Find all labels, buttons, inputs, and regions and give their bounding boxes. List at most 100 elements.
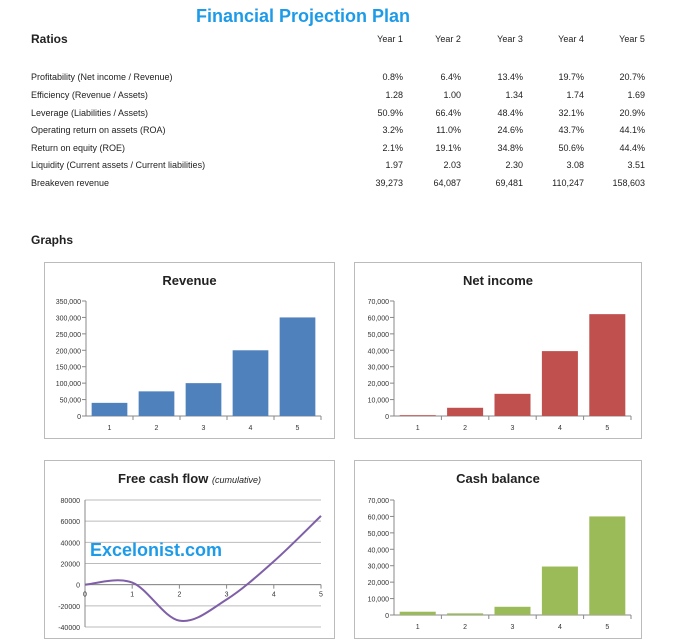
ratio-value: 1.97	[385, 160, 403, 170]
bar	[399, 611, 436, 615]
revenue-chart-plot: 0 50,000 100,000 150,000 200,000 250,000 300,0…	[56, 299, 322, 432]
ratio-value: 1.74	[566, 90, 584, 100]
ratio-label: Return on equity (ROE)	[31, 143, 126, 153]
year-header: Year 2	[435, 34, 461, 44]
y-tick-label: 30,000	[368, 564, 390, 571]
y-tick-label: 0	[385, 613, 389, 620]
ratio-value: 39,273	[375, 178, 403, 188]
chart-title-text: Free cash flow	[118, 471, 209, 486]
x-tick-label: 2	[463, 624, 467, 631]
x-tick-label: 5	[605, 624, 609, 631]
y-tick-label: 10,000	[368, 398, 390, 405]
bar	[541, 351, 578, 416]
ratio-label: Breakeven revenue	[31, 178, 110, 188]
x-tick-label: 1	[130, 592, 134, 599]
x-tick-label: 4	[558, 624, 562, 631]
y-tick-label: -20000	[58, 604, 80, 611]
cash-balance-chart-plot: 0 10,000 20,000 30,000 40,000 50,000 60,000 70,…	[368, 498, 632, 631]
x-tick-label: 1	[416, 425, 420, 432]
bar	[232, 350, 269, 416]
x-tick-label: 5	[319, 592, 323, 599]
x-tick-label: 0	[83, 592, 87, 599]
graphs-heading: Graphs	[31, 233, 74, 247]
year-header: Year 3	[497, 34, 523, 44]
bar	[447, 613, 484, 615]
ratio-value: 13.4%	[497, 72, 523, 82]
y-tick-label: 10,000	[368, 597, 390, 604]
bar	[589, 516, 626, 615]
ratio-value: 64,087	[433, 178, 461, 188]
ratio-label: Efficiency (Revenue / Assets)	[31, 90, 148, 100]
bar	[138, 391, 175, 416]
ratio-value: 24.6%	[497, 125, 523, 135]
watermark: Excelonist.com	[90, 540, 223, 560]
bar	[541, 566, 578, 615]
x-tick-label: 2	[463, 425, 467, 432]
ratio-value: 1.34	[505, 90, 523, 100]
ratio-value: 11.0%	[436, 125, 461, 135]
ratio-value: 69,481	[495, 178, 523, 188]
bar	[494, 606, 531, 615]
ratio-value: 50.9%	[377, 108, 403, 118]
chart-title: Revenue	[162, 273, 217, 288]
y-tick-label: 20,000	[368, 580, 390, 587]
ratio-value: 158,603	[612, 178, 645, 188]
ratio-value: 3.51	[627, 160, 645, 170]
x-tick-label: 3	[225, 592, 229, 599]
y-tick-label: 80000	[61, 498, 81, 505]
ratio-value: 3.2%	[382, 125, 403, 135]
bar	[589, 314, 626, 416]
year-header: Year 5	[619, 34, 645, 44]
y-tick-label: 150,000	[56, 365, 81, 372]
ratios-heading: Ratios	[31, 32, 68, 46]
x-tick-label: 3	[511, 624, 515, 631]
y-tick-label: 200,000	[56, 348, 81, 355]
bar	[279, 317, 316, 416]
y-tick-label: 30,000	[368, 365, 390, 372]
y-tick-label: 40,000	[368, 547, 390, 554]
chart-title: Net income	[462, 273, 534, 288]
y-tick-label: 40000	[61, 540, 81, 547]
ratio-value: 34.8%	[497, 143, 523, 153]
ratio-value: 44.1%	[619, 125, 645, 135]
x-tick-label: 1	[108, 425, 112, 432]
y-tick-label: 70,000	[368, 299, 390, 306]
ratio-value: 43.7%	[558, 125, 584, 135]
ratio-value: 20.7%	[619, 72, 645, 82]
y-tick-label: 20000	[61, 562, 81, 569]
y-tick-label: 60000	[61, 519, 81, 526]
revenue-chart: Revenue 0 50,000 100,000 150,000 200,000 250,…	[44, 262, 335, 439]
ratio-value: 2.03	[443, 160, 461, 170]
year-header: Year 4	[558, 34, 584, 44]
ratio-value: 48.4%	[497, 108, 523, 118]
ratio-value: 32.1%	[558, 108, 584, 118]
x-tick-label: 4	[272, 592, 276, 599]
x-tick-label: 3	[511, 425, 515, 432]
y-tick-label: 50,000	[368, 531, 390, 538]
y-tick-label: 40,000	[368, 348, 390, 355]
bar	[447, 407, 484, 416]
ratio-value: 44.4%	[619, 143, 645, 153]
x-tick-label: 1	[416, 624, 420, 631]
ratio-label: Leverage (Liabilities / Assets)	[31, 108, 149, 118]
y-tick-label: 0	[77, 414, 81, 421]
bar	[91, 402, 128, 416]
net-income-chart-plot: 0 10,000 20,000 30,000 40,000 50,000 60,000 70,…	[368, 299, 632, 432]
ratio-value: 1.69	[627, 90, 645, 100]
y-tick-label: 50,000	[60, 398, 82, 405]
ratio-label: Operating return on assets (ROA)	[31, 125, 166, 135]
x-tick-label: 4	[558, 425, 562, 432]
ratio-value: 2.1%	[382, 143, 403, 153]
chart-title: Cash balance	[456, 471, 540, 486]
ratio-value: 2.30	[505, 160, 523, 170]
cash-balance-chart: Cash balance 0 10,000 20,000 30,000 40,000 50…	[354, 460, 642, 639]
ratio-value: 19.1%	[435, 143, 461, 153]
ratio-label: Liquidity (Current assets / Current liab…	[31, 160, 206, 170]
y-tick-label: 60,000	[368, 315, 390, 322]
y-tick-label: 350,000	[56, 299, 81, 306]
ratio-value: 110,247	[552, 178, 584, 188]
x-tick-label: 4	[249, 425, 253, 432]
ratio-value: 6.4%	[440, 72, 461, 82]
ratio-label: Profitability (Net income / Revenue)	[31, 72, 173, 82]
